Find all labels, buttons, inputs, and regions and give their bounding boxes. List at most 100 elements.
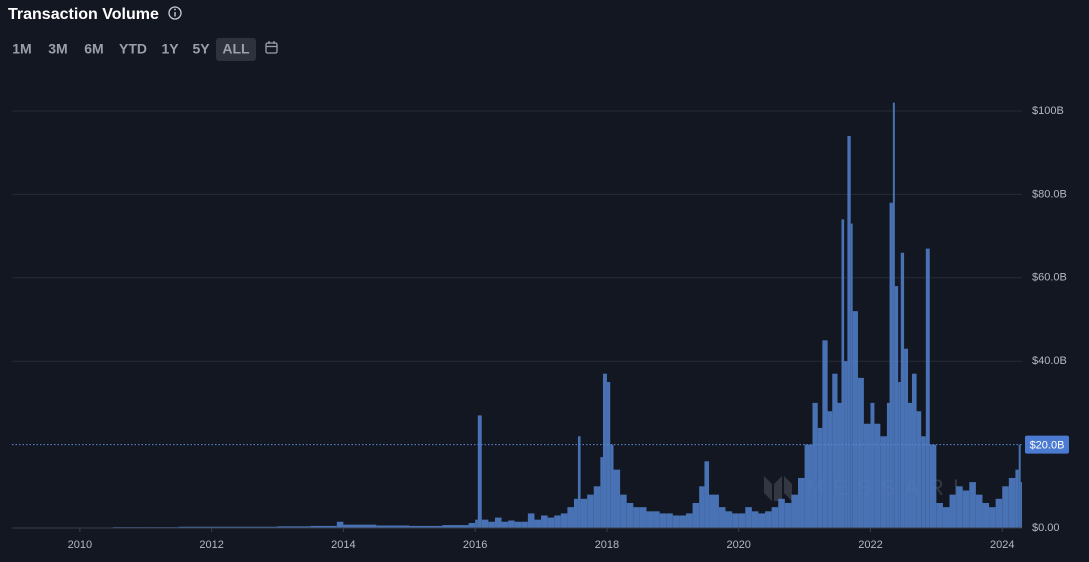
bar: [211, 526, 245, 528]
bar: [898, 382, 901, 528]
bar: [784, 502, 792, 528]
x-tick-label: 2016: [463, 539, 487, 551]
y-tick-label: $60.0B: [1032, 272, 1067, 284]
bar: [646, 511, 654, 528]
y-tick-label: $0.00: [1032, 522, 1060, 534]
bar: [936, 502, 943, 528]
range-button[interactable]: 1M: [12, 41, 31, 57]
x-tick-label: 2014: [331, 539, 355, 551]
bar: [534, 519, 542, 528]
bar: [659, 513, 667, 528]
range-button[interactable]: YTD: [119, 41, 147, 57]
current-value-badge: [1025, 435, 1069, 454]
bar: [1002, 486, 1009, 528]
x-tick-label: 2020: [726, 539, 750, 551]
bar: [732, 513, 739, 528]
bar: [699, 486, 705, 528]
bar: [626, 502, 634, 528]
x-tick-label: 2022: [858, 539, 882, 551]
range-button[interactable]: 3M: [48, 41, 67, 57]
bar: [925, 248, 930, 529]
bar: [880, 436, 887, 528]
bar: [653, 511, 660, 528]
bar: [685, 513, 693, 528]
bar: [751, 511, 759, 528]
bar: [336, 521, 344, 528]
bar: [886, 402, 890, 528]
range-button[interactable]: 1Y: [161, 41, 179, 57]
bar: [916, 411, 922, 528]
bar: [745, 507, 752, 528]
bar: [1020, 482, 1022, 528]
bar: [962, 490, 970, 528]
x-tick-label: 2024: [990, 539, 1014, 551]
bar: [573, 498, 578, 528]
bar: [771, 507, 779, 528]
active-range-bg: [216, 38, 256, 61]
bar: [666, 513, 673, 528]
bar: [600, 457, 603, 528]
bar: [904, 348, 909, 528]
bar: [567, 507, 574, 528]
bar: [921, 436, 926, 528]
range-button[interactable]: ALL: [222, 41, 250, 57]
current-value-label: $20.0B: [1030, 440, 1065, 452]
bar: [178, 526, 212, 528]
chart-title: Transaction Volume: [8, 6, 159, 23]
bar: [639, 507, 647, 528]
bar: [494, 517, 502, 528]
bar: [995, 498, 1003, 528]
bar: [778, 498, 785, 528]
range-button[interactable]: 5Y: [192, 41, 210, 57]
y-tick-label: $40.0B: [1032, 355, 1067, 367]
bar: [874, 423, 881, 528]
bar: [817, 427, 823, 528]
bar: [488, 521, 495, 528]
bar: [514, 521, 522, 528]
bar: [969, 482, 976, 528]
bar: [679, 515, 686, 528]
bar: [521, 521, 528, 528]
bar: [610, 444, 614, 528]
y-tick-label: $80.0B: [1032, 188, 1067, 200]
bar: [804, 444, 813, 528]
bar: [554, 515, 561, 528]
bar: [376, 525, 410, 528]
bar: [975, 494, 983, 528]
bar: [692, 502, 700, 528]
info-icon[interactable]: [168, 6, 182, 20]
bar: [929, 444, 937, 528]
bar: [477, 415, 482, 528]
bar: [541, 515, 548, 528]
bar: [343, 524, 377, 528]
x-tick-label: 2012: [199, 539, 223, 551]
bar: [989, 507, 996, 528]
bar: [709, 494, 719, 528]
y-tick-label: $100B: [1032, 105, 1064, 117]
bars: [13, 102, 1022, 529]
bar: [791, 494, 798, 528]
bar: [850, 223, 853, 528]
bar: [442, 525, 469, 528]
bar: [894, 286, 899, 528]
range-button[interactable]: 6M: [84, 41, 103, 57]
bar: [889, 202, 893, 528]
bar: [606, 382, 611, 528]
calendar-icon[interactable]: [265, 41, 278, 54]
bar: [827, 411, 833, 528]
bar: [812, 402, 818, 528]
bar: [1018, 444, 1021, 528]
bar: [738, 513, 746, 528]
bar: [704, 461, 710, 528]
bar: [244, 526, 278, 528]
bar: [475, 519, 478, 528]
bar: [277, 526, 311, 528]
bar: [593, 486, 601, 528]
bar: [911, 373, 917, 528]
bar: [633, 507, 640, 528]
bar: [501, 521, 509, 528]
bar: [409, 525, 443, 528]
bar: [1008, 477, 1016, 528]
bar: [870, 402, 875, 528]
